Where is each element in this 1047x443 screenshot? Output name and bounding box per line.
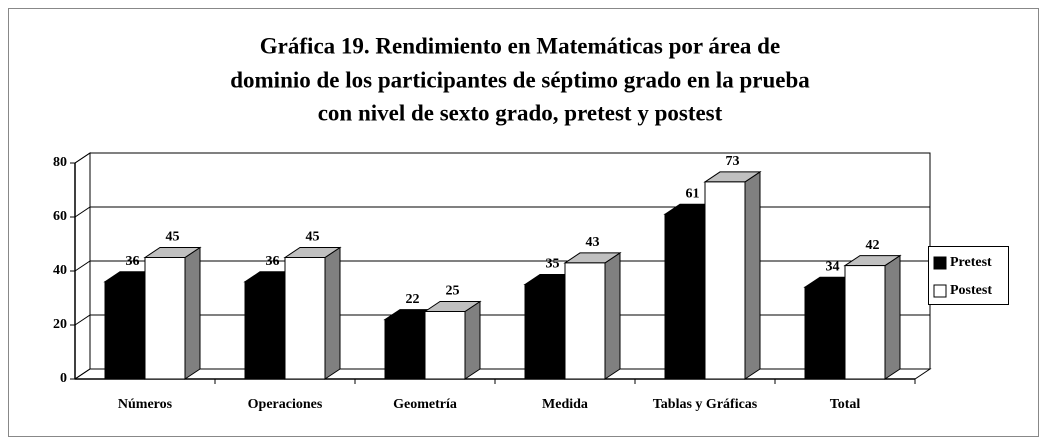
value-label: 45: [306, 230, 320, 245]
bar-side: [184, 246, 201, 380]
y-tick-label: 40: [53, 263, 67, 278]
bar: [844, 265, 886, 380]
bar: [664, 213, 706, 380]
bar: [424, 311, 466, 380]
grid-line: [74, 368, 930, 380]
x-tick-label: Geometría: [393, 397, 457, 412]
bar: [704, 181, 746, 380]
bar-side: [884, 254, 901, 380]
legend-swatch: [933, 256, 947, 270]
value-label: 36: [266, 254, 280, 269]
y-tick-label: 20: [53, 317, 67, 332]
bar: [524, 284, 566, 380]
x-tick-label: Medida: [542, 397, 588, 412]
grid-line: [74, 152, 930, 164]
bar-side: [464, 300, 481, 380]
x-tick-label: Total: [830, 397, 861, 412]
value-label: 61: [686, 187, 700, 202]
grid-line: [74, 206, 930, 218]
bar: [244, 281, 286, 380]
value-label: 34: [826, 259, 840, 274]
value-label: 25: [446, 284, 460, 299]
x-tick-label: Tablas y Gráficas: [653, 397, 758, 412]
grid-line: [74, 260, 930, 272]
chart-title: con nivel de sexto grado, pretest y post…: [318, 100, 723, 125]
value-label: 43: [586, 235, 600, 250]
value-label: 45: [166, 230, 180, 245]
legend-swatch: [933, 284, 947, 298]
grid-line: [74, 314, 930, 326]
bar: [284, 257, 326, 380]
value-label: 22: [406, 292, 420, 307]
value-label: 42: [866, 238, 880, 253]
bar-side: [324, 246, 341, 380]
y-tick-label: 0: [60, 371, 67, 386]
floor: [73, 368, 932, 380]
bar: [804, 286, 846, 380]
x-tick-label: Operaciones: [248, 397, 323, 412]
bar: [144, 257, 186, 380]
bar: [564, 262, 606, 380]
value-label: 73: [726, 154, 740, 169]
bar: [384, 319, 426, 380]
value-label: 36: [126, 254, 140, 269]
x-tick-label: Números: [118, 397, 173, 412]
bar: [104, 281, 146, 380]
legend-label: Postest: [950, 283, 992, 298]
bar-side: [744, 170, 761, 380]
value-label: 35: [546, 257, 560, 272]
bar-side: [604, 251, 621, 380]
y-tick-label: 60: [53, 209, 67, 224]
legend-label: Pretest: [950, 255, 992, 270]
y-tick-label: 80: [53, 155, 67, 170]
chart-title: Gráfica 19. Rendimiento en Matemáticas p…: [260, 33, 780, 58]
chart-title: dominio de los participantes de séptimo …: [230, 67, 810, 92]
